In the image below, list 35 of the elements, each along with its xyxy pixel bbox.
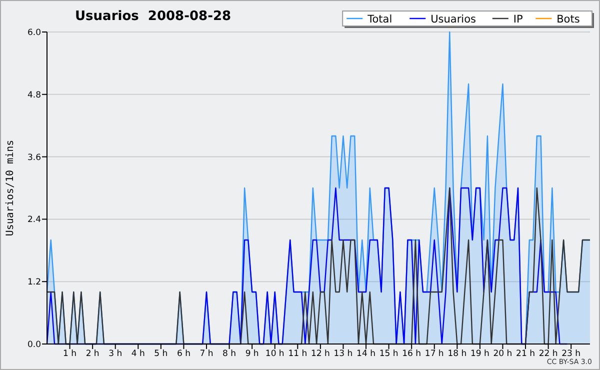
x-tick-label: 3 h (108, 349, 122, 359)
x-tick-label: 19 h (470, 349, 490, 359)
x-tick-label: 15 h (379, 349, 398, 359)
x-tick-label: 22 h (538, 349, 558, 359)
legend-label: Usuarios (430, 14, 476, 26)
x-tick-label: 9 h (245, 349, 259, 359)
x-tick-label: 11 h (288, 349, 308, 359)
x-tick-label: 23 h (562, 349, 581, 359)
x-tick-label: 20 h (493, 349, 512, 359)
legend-label: IP (513, 14, 523, 26)
x-tick-label: 8 h (222, 349, 236, 359)
y-tick-label: 1.2 (27, 278, 41, 288)
x-tick-label: 13 h (334, 349, 353, 359)
x-tick-label: 1 h (63, 349, 77, 359)
x-tick-label: 12 h (310, 349, 330, 359)
y-tick-label: 3.6 (27, 152, 41, 163)
legend-label: Bots (556, 14, 580, 26)
x-tick-label: 5 h (154, 349, 168, 359)
x-tick-label: 17 h (424, 349, 444, 359)
y-axis-title: Usuarios/10 mins (5, 140, 16, 236)
x-tick-label: 6 h (176, 349, 190, 359)
x-tick-label: 14 h (356, 349, 376, 359)
y-tick-label: 2.4 (27, 215, 41, 226)
x-tick-label: 16 h (402, 349, 422, 359)
x-tick-label: 21 h (516, 349, 535, 359)
x-tick-label: 2 h (86, 349, 100, 359)
chart-title: Usuarios 2008-08-28 (75, 9, 232, 24)
x-tick-label: 7 h (200, 349, 214, 359)
x-tick-label: 18 h (448, 349, 467, 359)
y-tick-label: 6.0 (27, 28, 41, 38)
x-tick-label: 10 h (265, 349, 284, 359)
x-tick-label: 4 h (131, 349, 145, 359)
legend-label: Total (366, 14, 392, 26)
y-tick-label: 4.8 (27, 90, 41, 100)
y-tick-label: 0.0 (27, 340, 41, 350)
